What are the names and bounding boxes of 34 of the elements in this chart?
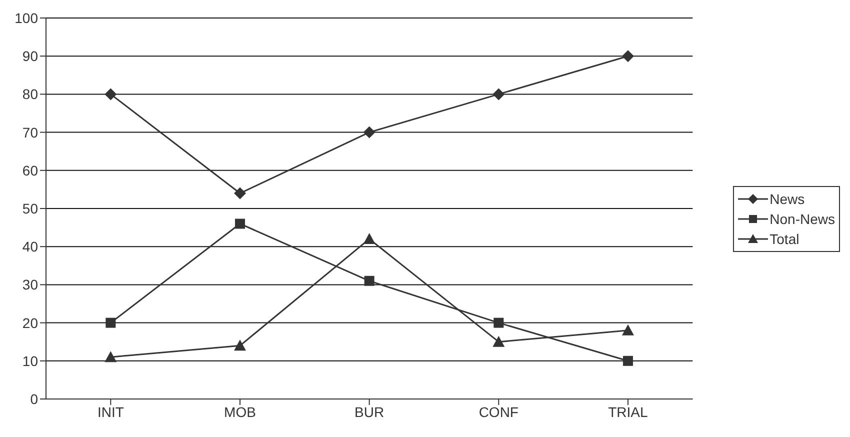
y-tick-label: 0 [30, 390, 38, 407]
point [363, 126, 376, 138]
x-tick-label: CONF [478, 404, 518, 420]
y-tick-label: 40 [22, 238, 38, 255]
legend-label: Total [770, 230, 800, 246]
point [622, 50, 634, 62]
y-tick-label: 30 [22, 276, 38, 293]
y-tick-label: 50 [22, 200, 38, 216]
point [622, 356, 633, 366]
point [104, 88, 117, 100]
x-tick-label: INIT [97, 404, 124, 420]
legend-label: News [770, 190, 805, 206]
point [622, 324, 634, 336]
point [234, 218, 245, 229]
y-tick-label: 100 [14, 10, 38, 26]
point [104, 351, 117, 362]
x-tick-label: TRIAL [608, 404, 648, 420]
point [234, 187, 246, 200]
point [234, 340, 246, 351]
x-tick-label: BUR [354, 404, 384, 420]
y-tick-label: 10 [22, 352, 38, 369]
y-tick-label: 90 [22, 48, 38, 64]
point [106, 318, 116, 328]
point [492, 336, 505, 347]
point [494, 318, 504, 328]
point [364, 276, 374, 286]
legend-label: Non-News [770, 210, 835, 226]
point [492, 88, 505, 100]
y-tick-label: 70 [22, 124, 38, 140]
y-tick-label: 60 [22, 162, 38, 178]
y-tick-label: 20 [22, 314, 38, 331]
point [363, 232, 376, 244]
x-tick-label: MOB [224, 404, 256, 420]
y-tick-label: 80 [22, 86, 38, 102]
